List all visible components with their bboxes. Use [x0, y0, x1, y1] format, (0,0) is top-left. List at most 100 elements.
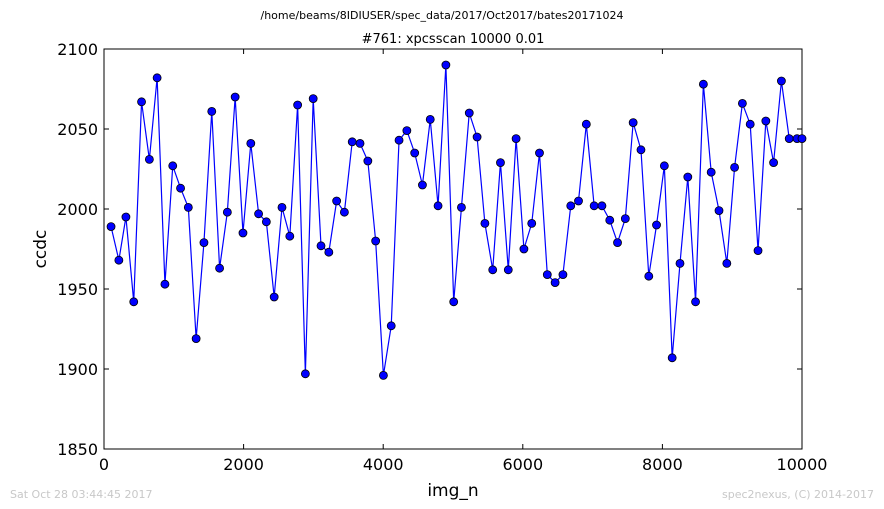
- x-tick-label: 4000: [363, 455, 404, 474]
- data-point: [605, 215, 615, 225]
- data-point: [402, 126, 412, 136]
- data-point: [667, 353, 677, 363]
- data-point: [777, 76, 786, 86]
- data-point: [753, 246, 763, 256]
- data-point: [433, 201, 443, 211]
- credit-footer: spec2nexus, (C) 2014-2017: [722, 488, 874, 501]
- x-tick-label: 6000: [502, 455, 543, 474]
- data-point: [371, 236, 381, 246]
- data-point: [277, 202, 287, 212]
- data-point: [488, 265, 498, 275]
- data-point: [363, 156, 373, 166]
- data-point: [613, 238, 622, 248]
- data-point: [316, 241, 326, 251]
- data-point: [199, 238, 209, 248]
- data-point: [418, 180, 427, 190]
- data-point: [410, 148, 420, 158]
- data-point: [511, 134, 521, 144]
- data-point: [230, 92, 240, 102]
- data-point: [457, 202, 466, 212]
- x-tick-label: 2000: [223, 455, 264, 474]
- y-tick-label: 2050: [57, 120, 98, 139]
- data-point: [784, 134, 794, 144]
- data-point: [581, 119, 591, 129]
- data-point: [644, 271, 654, 281]
- axis-tick-labels: 0 2000 4000 6000 8000 10000 1850 1900 1950 2000 20…: [57, 40, 827, 474]
- data-point: [745, 119, 755, 129]
- data-point: [550, 278, 560, 288]
- data-point: [144, 154, 154, 164]
- data-point: [425, 115, 435, 124]
- data-point: [683, 172, 693, 182]
- data-point: [620, 214, 630, 224]
- data-point: [293, 100, 303, 110]
- data-point: [496, 158, 505, 168]
- data-point: [706, 167, 716, 177]
- data-point: [628, 118, 638, 127]
- data-point: [129, 297, 139, 307]
- data-point: [480, 218, 490, 228]
- data-point: [332, 196, 342, 206]
- data-point: [355, 138, 365, 148]
- data-point: [737, 99, 747, 108]
- data-point: [308, 94, 318, 103]
- data-point: [394, 135, 404, 145]
- x-tick-label: 10000: [777, 455, 828, 474]
- data-point: [106, 222, 116, 232]
- data-point: [254, 209, 264, 219]
- series-markers: [106, 60, 807, 380]
- x-tick-label: 0: [99, 455, 109, 474]
- data-point: [152, 73, 162, 83]
- data-point: [183, 202, 193, 212]
- data-point: [464, 108, 474, 118]
- data-point: [527, 218, 537, 228]
- data-point: [215, 263, 224, 273]
- x-tick-label: 8000: [642, 455, 683, 474]
- x-axis-label: img_n: [427, 481, 478, 501]
- data-point: [636, 145, 646, 155]
- data-point: [589, 201, 599, 211]
- data-point: [339, 207, 349, 217]
- data-point: [300, 369, 310, 379]
- data-point: [558, 270, 568, 280]
- data-point: [160, 279, 170, 289]
- data-point: [137, 97, 146, 107]
- y-tick-label: 1850: [57, 440, 98, 459]
- data-point: [114, 255, 124, 265]
- data-point: [121, 212, 131, 222]
- data-point: [652, 220, 661, 230]
- data-point: [542, 270, 552, 280]
- file-path-heading: /home/beams/8IDIUSER/spec_data/2017/Oct2…: [261, 9, 624, 22]
- data-point: [449, 297, 459, 307]
- timestamp-footer: Sat Oct 28 03:44:45 2017: [10, 488, 152, 501]
- y-axis-label: ccdc: [31, 230, 51, 269]
- axis-ticks: [103, 48, 803, 450]
- scan-title: #761: xpcsscan 10000 0.01: [362, 32, 545, 47]
- data-point: [386, 321, 396, 331]
- data-point: [574, 196, 583, 206]
- data-point: [714, 206, 724, 216]
- y-tick-label: 1900: [57, 360, 98, 379]
- data-point: [324, 247, 334, 257]
- y-tick-label: 2000: [57, 200, 98, 219]
- data-point: [191, 334, 201, 344]
- data-point: [566, 201, 576, 211]
- data-point: [168, 161, 178, 171]
- data-point: [285, 231, 295, 241]
- data-point: [503, 265, 513, 275]
- data-point: [238, 228, 248, 238]
- data-point: [675, 258, 685, 268]
- data-point: [535, 148, 544, 158]
- data-point: [769, 158, 778, 168]
- data-point: [222, 207, 232, 217]
- series-line: [110, 64, 802, 376]
- plot-frame: [103, 48, 803, 450]
- data-point: [519, 244, 529, 254]
- y-tick-label: 2100: [57, 40, 98, 59]
- y-tick-label: 1950: [57, 280, 98, 299]
- data-point: [246, 138, 256, 148]
- data-point: [269, 292, 279, 302]
- data-point: [698, 79, 708, 89]
- data-point: [722, 258, 732, 268]
- data-point: [730, 162, 739, 172]
